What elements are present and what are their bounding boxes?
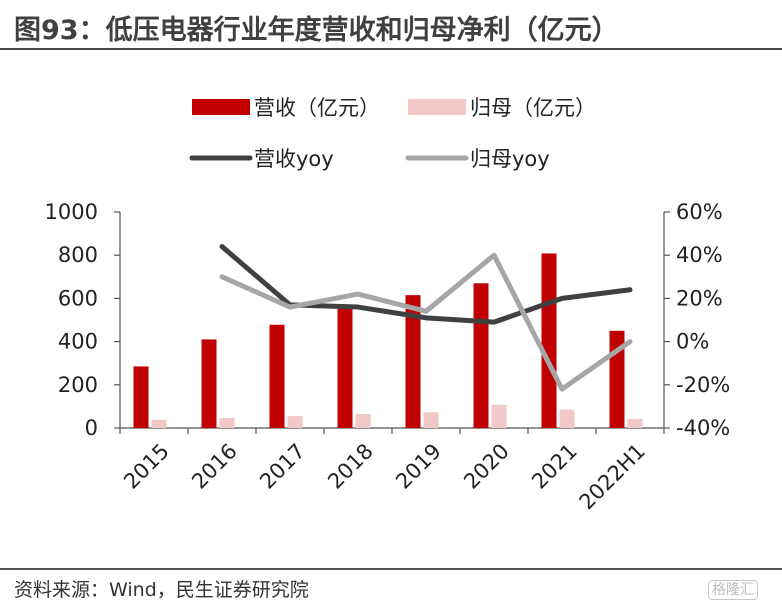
tick-labels: 0 200 400 600 800 1000 -40% -20% 0% 20% 40% 60% 2015… [45, 200, 731, 514]
y-left-tick-label: 600 [58, 286, 98, 310]
y-right-tick-label: 0% [676, 330, 709, 354]
x-tick-label: 2016 [187, 439, 242, 494]
revenue-bar [405, 295, 421, 428]
x-tick-label: 2018 [323, 439, 378, 494]
revenue-bar [201, 339, 217, 428]
y-right-tick-label: -40% [676, 416, 730, 440]
y-left-tick-label: 400 [58, 330, 98, 354]
profit-bar [355, 413, 371, 428]
profit-bar [559, 409, 575, 428]
x-tick-label: 2022H1 [575, 439, 650, 514]
chart-title: 图93：低压电器行业年度营收和归母净利（亿元） [14, 15, 619, 46]
x-tick-label: 2019 [391, 439, 446, 494]
bars [133, 253, 643, 428]
y-left-tick-label: 1000 [45, 200, 98, 224]
y-right-tick-label: -20% [676, 373, 730, 397]
revenue-bar [473, 283, 489, 428]
y-left-tick-label: 0 [85, 416, 98, 440]
revenue-bar [133, 366, 149, 428]
profit-bar [423, 412, 439, 428]
axes [114, 211, 670, 434]
legend-swatch-bar [192, 99, 250, 115]
revenue-bar [337, 306, 353, 428]
y-right-tick-label: 20% [676, 286, 723, 310]
revenue-bar [541, 253, 557, 428]
profit-bar [151, 419, 167, 428]
profit-bar [627, 418, 643, 428]
legend-label: 归母（亿元） [470, 96, 596, 120]
y-right-tick-label: 60% [676, 200, 723, 224]
watermark-logo: 格隆汇 [708, 580, 758, 600]
y-right-tick-label: 40% [676, 243, 723, 267]
legend-label: 归母yoy [470, 147, 550, 171]
x-tick-label: 2015 [119, 439, 174, 494]
footer-rule [0, 568, 782, 570]
y-left-tick-label: 200 [58, 373, 98, 397]
profit-bar [287, 416, 303, 428]
legend-swatch-bar [408, 99, 466, 115]
lines [219, 244, 633, 392]
profit-bar [219, 418, 235, 428]
legend-label: 营收yoy [254, 147, 334, 171]
title-rule [0, 48, 782, 50]
revenue-bar [269, 324, 285, 428]
y-left-tick-label: 800 [58, 243, 98, 267]
x-tick-label: 2020 [459, 439, 514, 494]
x-tick-label: 2021 [527, 439, 582, 494]
legend-label: 营收（亿元） [254, 96, 380, 120]
legend: 营收（亿元） 归母（亿元） 营收yoy 归母yoy [189, 96, 596, 171]
profit-bar [491, 404, 507, 428]
source-note: 资料来源：Wind，民生证券研究院 [14, 579, 309, 601]
x-tick-label: 2017 [255, 439, 310, 494]
profit-yoy-line [219, 252, 633, 392]
